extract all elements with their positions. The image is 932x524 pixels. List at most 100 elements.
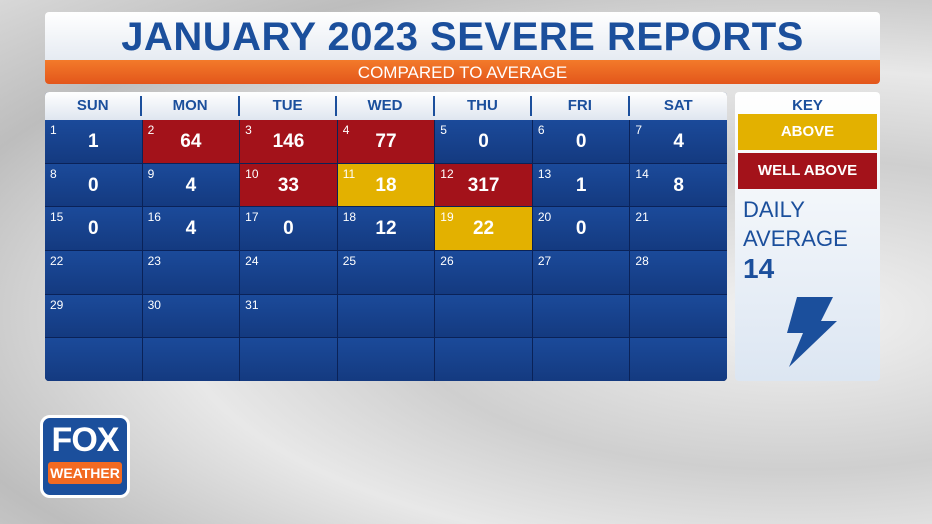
day-cell: 26 (435, 251, 532, 294)
key-item: WELL ABOVE (738, 153, 877, 189)
day-number: 19 (440, 210, 454, 225)
day-number: 9 (147, 166, 155, 181)
logo-bottom: WEATHER (48, 462, 122, 484)
report-count: 0 (87, 218, 99, 240)
day-number: 3 (245, 123, 252, 137)
day-cell: 14 8 (630, 163, 727, 207)
day-number: 22 (50, 254, 64, 268)
day-cell: 29 (45, 294, 142, 338)
day-number: 7 (635, 123, 643, 137)
day-number: 31 (245, 297, 259, 312)
day-cell: 10 33 (240, 163, 337, 207)
day-number: 29 (50, 297, 64, 312)
report-count: 0 (575, 218, 587, 240)
report-count: 317 (467, 174, 500, 196)
report-count: 146 (272, 131, 305, 152)
report-count: 18 (375, 174, 397, 196)
average-label: DAILY AVERAGE (743, 197, 848, 251)
report-count: 12 (375, 218, 397, 240)
day-cell (630, 294, 727, 338)
day-cell: 23 (142, 251, 240, 294)
day-cell: 12 317 (435, 163, 532, 207)
day-number: 10 (245, 166, 259, 181)
day-cell: 24 (240, 251, 337, 294)
report-count: 64 (180, 131, 202, 152)
day-number: 12 (440, 166, 454, 181)
day-cell (630, 338, 727, 381)
day-cell: 16 4 (142, 207, 240, 250)
weekday: FRI (532, 96, 630, 116)
report-count: 4 (185, 218, 197, 240)
day-cell: 27 (532, 251, 630, 294)
day-cell: 30 (142, 294, 240, 338)
day-number: 16 (147, 210, 161, 225)
report-count: 0 (575, 131, 587, 152)
subtitle: COMPARED TO AVERAGE (45, 60, 880, 84)
report-count: 0 (283, 218, 294, 240)
key-item: ABOVE (738, 114, 877, 150)
day-number: 20 (537, 210, 552, 225)
day-number: 4 (342, 123, 350, 137)
day-cell (142, 338, 240, 381)
day-number: 28 (635, 254, 649, 268)
day-number: 13 (537, 166, 552, 181)
day-number: 18 (342, 210, 357, 225)
day-cell: 13 1 (532, 163, 630, 207)
day-number: 21 (635, 210, 649, 225)
day-cell: 11 18 (337, 163, 435, 207)
calendar: SUN MON TUE WED THU FRI SAT 1 1 2 64 3 146 4 77 5 0 6 0 7 4… (45, 92, 727, 381)
day-number: 8 (50, 166, 57, 181)
day-cell: 22 (45, 251, 142, 294)
key-title: KEY (792, 97, 823, 114)
weekday: SAT (663, 97, 693, 114)
weekday: THU (435, 96, 533, 116)
day-cell: 2 64 (142, 120, 240, 163)
weekday: TUE (240, 96, 338, 116)
day-number: 25 (342, 254, 357, 268)
report-count: 33 (277, 174, 299, 196)
day-cell: 21 (630, 207, 727, 250)
weekday: MON (142, 96, 240, 116)
report-count: 22 (472, 218, 495, 240)
day-cell: 25 (337, 251, 435, 294)
title: JANUARY 2023 SEVERE REPORTS (45, 12, 880, 60)
weekday: SUN (45, 96, 143, 116)
day-cell (435, 338, 532, 381)
day-number: 26 (440, 254, 454, 268)
day-number: 2 (147, 123, 155, 137)
key-panel: KEY ABOVE WELL ABOVE DAILY AVERAGE 14 (735, 92, 880, 381)
day-number: 15 (50, 210, 64, 225)
day-number: 27 (537, 254, 552, 268)
report-count: 77 (375, 131, 397, 152)
day-cell (240, 338, 337, 381)
report-count: 4 (185, 174, 197, 196)
report-count: 1 (87, 131, 99, 152)
day-cell (532, 294, 630, 338)
key-items: ABOVE WELL ABOVE (735, 114, 880, 189)
calendar-grid: 1 1 2 64 3 146 4 77 5 0 6 0 7 4 8 0 9 4 10 33 11 18 12 317 13 1 14… (45, 120, 727, 381)
report-count: 4 (673, 131, 684, 152)
report-count: 1 (575, 174, 587, 196)
day-number: 14 (635, 166, 649, 181)
day-cell (435, 294, 532, 338)
day-cell: 15 0 (45, 207, 142, 250)
lightning-icon (787, 297, 837, 367)
day-number: 23 (147, 254, 161, 268)
day-number: 6 (537, 123, 545, 137)
day-cell (337, 294, 435, 338)
weekday: WED (337, 96, 435, 116)
day-cell: 4 77 (337, 120, 435, 163)
day-cell (532, 338, 630, 381)
day-cell: 17 0 (240, 207, 337, 250)
report-count: 8 (673, 174, 684, 196)
day-cell: 19 22 (435, 207, 532, 250)
day-cell (45, 338, 142, 381)
weekday-row: SUN MON TUE WED THU FRI SAT (45, 92, 727, 120)
day-cell (337, 338, 435, 381)
day-number: 24 (245, 254, 259, 268)
